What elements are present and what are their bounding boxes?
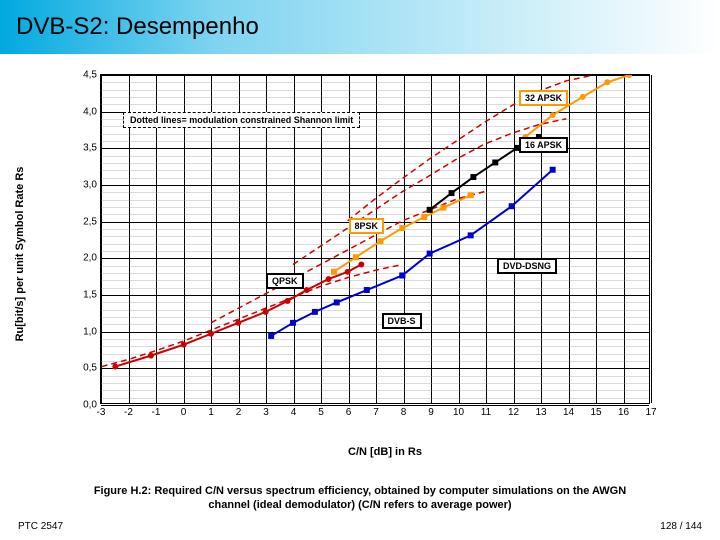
y-tick-label: 2,0	[83, 253, 97, 264]
grid-line-h	[101, 185, 649, 186]
grid-line-h-minor	[101, 192, 649, 193]
series-label-dvb-s: DVB-S	[382, 313, 422, 329]
grid-line-h-minor	[101, 163, 649, 164]
x-tick-label: -3	[97, 407, 106, 418]
x-tick-label: 17	[645, 407, 656, 418]
grid-line-h-minor	[101, 280, 649, 281]
grid-line-h-minor	[101, 200, 649, 201]
series-label-dvd-dsng: DVD-DSNG	[497, 258, 557, 274]
y-tick-label: 3,0	[83, 180, 97, 191]
grid-line-h-minor	[101, 244, 649, 245]
grid-line-h-minor	[101, 302, 649, 303]
grid-line-h-minor	[101, 354, 649, 355]
grid-line-h	[101, 258, 649, 259]
grid-line-h-minor	[101, 178, 649, 179]
grid-line-h-minor	[101, 390, 649, 391]
x-tick-label: 10	[453, 407, 464, 418]
series-label-qpsk: QPSK	[266, 273, 304, 289]
y-tick-label: 2,5	[83, 216, 97, 227]
footer-left: PTC 2547	[18, 521, 63, 532]
grid-line-h-minor	[101, 266, 649, 267]
x-tick-label: 9	[428, 407, 434, 418]
x-tick-label: 15	[590, 407, 601, 418]
marker-32apsk	[550, 112, 556, 118]
grid-line-h-minor	[101, 361, 649, 362]
grid-line-h-minor	[101, 82, 649, 83]
grid-line-h-minor	[101, 324, 649, 325]
grid-line-h-minor	[101, 214, 649, 215]
x-tick-label: 4	[291, 407, 297, 418]
x-tick-label: 13	[535, 407, 546, 418]
slide-footer: PTC 2547 128 / 144	[0, 521, 720, 532]
grid-line-h-minor	[101, 376, 649, 377]
grid-line-h-minor	[101, 273, 649, 274]
series-label-32-apsk: 32 APSK	[519, 90, 568, 106]
x-tick-label: 8	[401, 407, 407, 418]
y-tick-label: 1,0	[83, 326, 97, 337]
x-tick-label: 11	[481, 407, 491, 418]
x-tick-label: 3	[263, 407, 269, 418]
grid-line-h-minor	[101, 134, 649, 135]
grid-line-h-minor	[101, 170, 649, 171]
grid-line-h-minor	[101, 236, 649, 237]
grid-line-h-minor	[101, 310, 649, 311]
x-tick-label: 2	[236, 407, 242, 418]
y-tick-label: 3,5	[83, 143, 97, 154]
grid-line-h	[101, 405, 649, 406]
y-tick-label: 1,5	[83, 290, 97, 301]
x-tick-label: 6	[346, 407, 352, 418]
chart-container: Ru[bit/s] per unit Symbol Rate Rs -3-2-1…	[50, 64, 670, 444]
grid-line-h-minor	[101, 346, 649, 347]
x-axis-label: C/N [dB] in Rs	[90, 446, 680, 458]
grid-line-h-minor	[101, 156, 649, 157]
grid-line-h-minor	[101, 398, 649, 399]
shannon-note: Dotted lines= modulation constrained Sha…	[123, 112, 360, 128]
grid-line-h-minor	[101, 251, 649, 252]
figure-caption: Figure H.2: Required C/N versus spectrum…	[40, 484, 680, 513]
series-label-16-apsk: 16 APSK	[519, 137, 568, 153]
grid-line-h-minor	[101, 288, 649, 289]
x-tick-label: 12	[508, 407, 519, 418]
x-tick-label: -2	[124, 407, 133, 418]
grid-line-h	[101, 332, 649, 333]
grid-line-h	[101, 75, 649, 76]
x-tick-label: 7	[373, 407, 379, 418]
x-tick-label: 5	[318, 407, 324, 418]
grid-line-h-minor	[101, 339, 649, 340]
plot-area: -3-2-1012345678910111213141516170,00,51,…	[100, 74, 650, 404]
grid-line-v	[651, 75, 652, 403]
x-tick-label: -1	[152, 407, 161, 418]
x-tick-label: 1	[208, 407, 214, 418]
grid-line-h-minor	[101, 383, 649, 384]
slide-title: DVB-S2: Desempenho	[16, 13, 259, 41]
x-tick-label: 14	[563, 407, 574, 418]
x-tick-label: 16	[618, 407, 629, 418]
slide-header: DVB-S2: Desempenho	[0, 0, 720, 54]
y-axis-label: Ru[bit/s] per unit Symbol Rate Rs	[14, 167, 26, 342]
y-tick-label: 0,0	[83, 400, 97, 411]
footer-right: 128 / 144	[660, 521, 702, 532]
grid-line-h	[101, 295, 649, 296]
y-tick-label: 4,5	[83, 70, 97, 81]
grid-line-h-minor	[101, 317, 649, 318]
grid-line-h	[101, 368, 649, 369]
x-tick-label: 0	[181, 407, 187, 418]
content-area: Ru[bit/s] per unit Symbol Rate Rs -3-2-1…	[0, 54, 720, 513]
grid-line-h-minor	[101, 207, 649, 208]
y-tick-label: 0,5	[83, 363, 97, 374]
series-label-8psk: 8PSK	[349, 218, 385, 234]
y-tick-label: 4,0	[83, 106, 97, 117]
